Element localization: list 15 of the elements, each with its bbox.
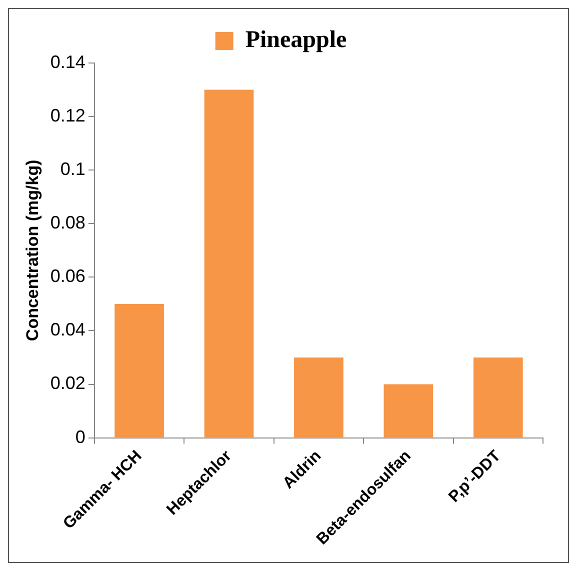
bar (294, 357, 344, 438)
bar (384, 384, 434, 438)
y-tick-label: 0 (75, 426, 86, 447)
y-axis-title: Concentration (mg/kg) (22, 160, 42, 342)
bar (114, 304, 164, 438)
y-tick-label: 0.02 (50, 373, 86, 394)
y-tick-label: 0.04 (50, 320, 86, 340)
bar (473, 357, 523, 438)
y-tick-label: 0.12 (50, 106, 86, 126)
y-tick-label: 0.14 (50, 52, 86, 72)
y-tick-label: 0.1 (60, 159, 86, 180)
y-tick-label: 0.08 (50, 212, 86, 233)
legend-label: Pineapple (245, 27, 348, 54)
y-tick-label: 0.06 (50, 266, 86, 286)
bar (204, 90, 254, 438)
